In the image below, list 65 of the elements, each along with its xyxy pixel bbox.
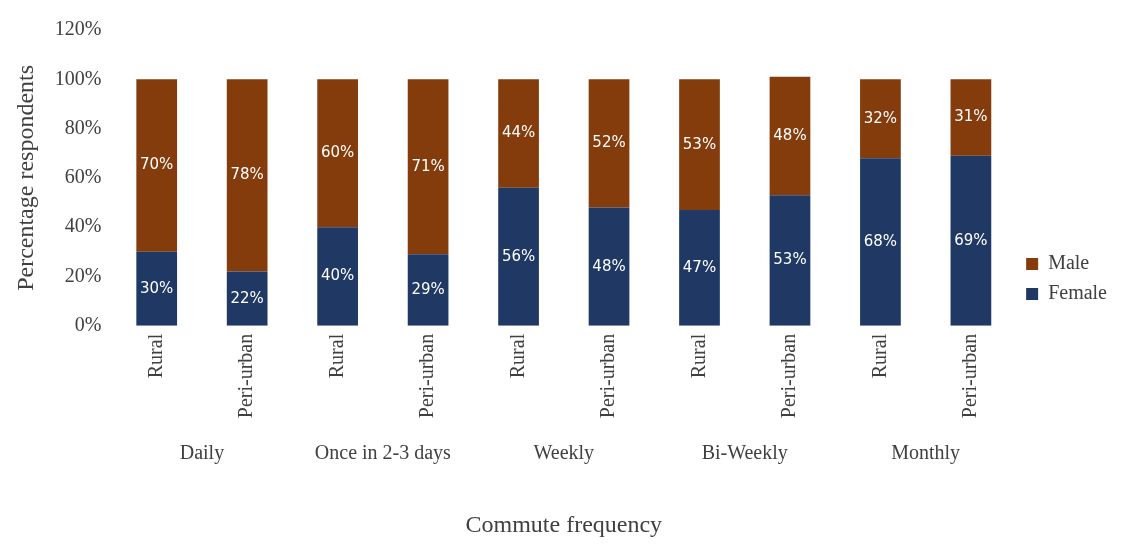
data-label: 30% (140, 278, 174, 297)
x-tick-label: Peri-urban (777, 333, 800, 419)
data-label: 29% (411, 279, 445, 298)
x-tick-label: Rural (143, 333, 166, 379)
data-label: 48% (773, 125, 807, 144)
bar (317, 79, 358, 228)
bar (407, 79, 449, 255)
text: Daily (179, 441, 225, 465)
data-label: 53% (682, 134, 717, 153)
bar (498, 79, 539, 188)
data-label: 47% (682, 257, 717, 276)
bar (769, 195, 811, 326)
x-tick-label: Peri-urban (234, 333, 257, 419)
data-label: 31% (954, 107, 988, 126)
y-tick-label: 40% (64, 214, 102, 237)
data-label: 68% (863, 231, 898, 250)
data-label: 78% (230, 165, 264, 184)
data-label: 22% (230, 288, 264, 307)
legend-label: Male (1048, 251, 1090, 274)
y-tick-label: 0% (74, 313, 102, 336)
bar (226, 79, 268, 272)
y-tick-label: 80% (64, 115, 102, 138)
bar (769, 76, 811, 196)
data-label: 70% (140, 155, 174, 174)
bar (679, 209, 720, 326)
y-tick-label: 100% (54, 66, 102, 89)
bar (498, 187, 539, 326)
bar (588, 79, 630, 208)
text: Monthly (891, 441, 961, 465)
bar (679, 79, 720, 210)
bar (407, 254, 449, 326)
x-tick-label: Peri-urban (958, 333, 981, 419)
text: Once in 2-3 days (314, 441, 452, 465)
y-tick-label: 60% (64, 165, 102, 188)
bar (950, 155, 992, 326)
bar (860, 79, 901, 159)
bar (136, 79, 178, 252)
y-tick-label: 20% (64, 263, 102, 286)
x-axis-title: Commute frequency (465, 510, 663, 537)
data-label: 71% (411, 156, 445, 175)
data-label: 56% (501, 246, 536, 265)
x-tick-label: Rural (686, 333, 709, 379)
data-label: 60% (320, 143, 355, 162)
y-axis-title: Percentage respondents (11, 64, 38, 291)
x-tick-label: Peri-urban (596, 333, 619, 419)
data-label: 52% (592, 133, 626, 152)
bar (588, 207, 630, 326)
text: Weekly (533, 441, 595, 465)
x-tick-label: Rural (505, 333, 528, 379)
data-label: 40% (320, 266, 355, 285)
data-label: 32% (863, 108, 898, 127)
data-label: 53% (773, 250, 807, 269)
bar (860, 158, 901, 326)
bar (136, 251, 178, 326)
data-label: 69% (954, 230, 988, 249)
text: Bi-Weekly (701, 441, 788, 465)
data-label: 44% (501, 123, 536, 142)
bar (950, 79, 992, 156)
bar (317, 227, 358, 326)
x-tick-label: Rural (324, 333, 347, 379)
x-tick-label: Rural (867, 333, 890, 379)
data-label: 48% (592, 256, 626, 275)
legend-label: Female (1048, 281, 1108, 304)
y-tick-label: 120% (54, 17, 102, 40)
x-tick-label: Peri-urban (415, 333, 438, 419)
